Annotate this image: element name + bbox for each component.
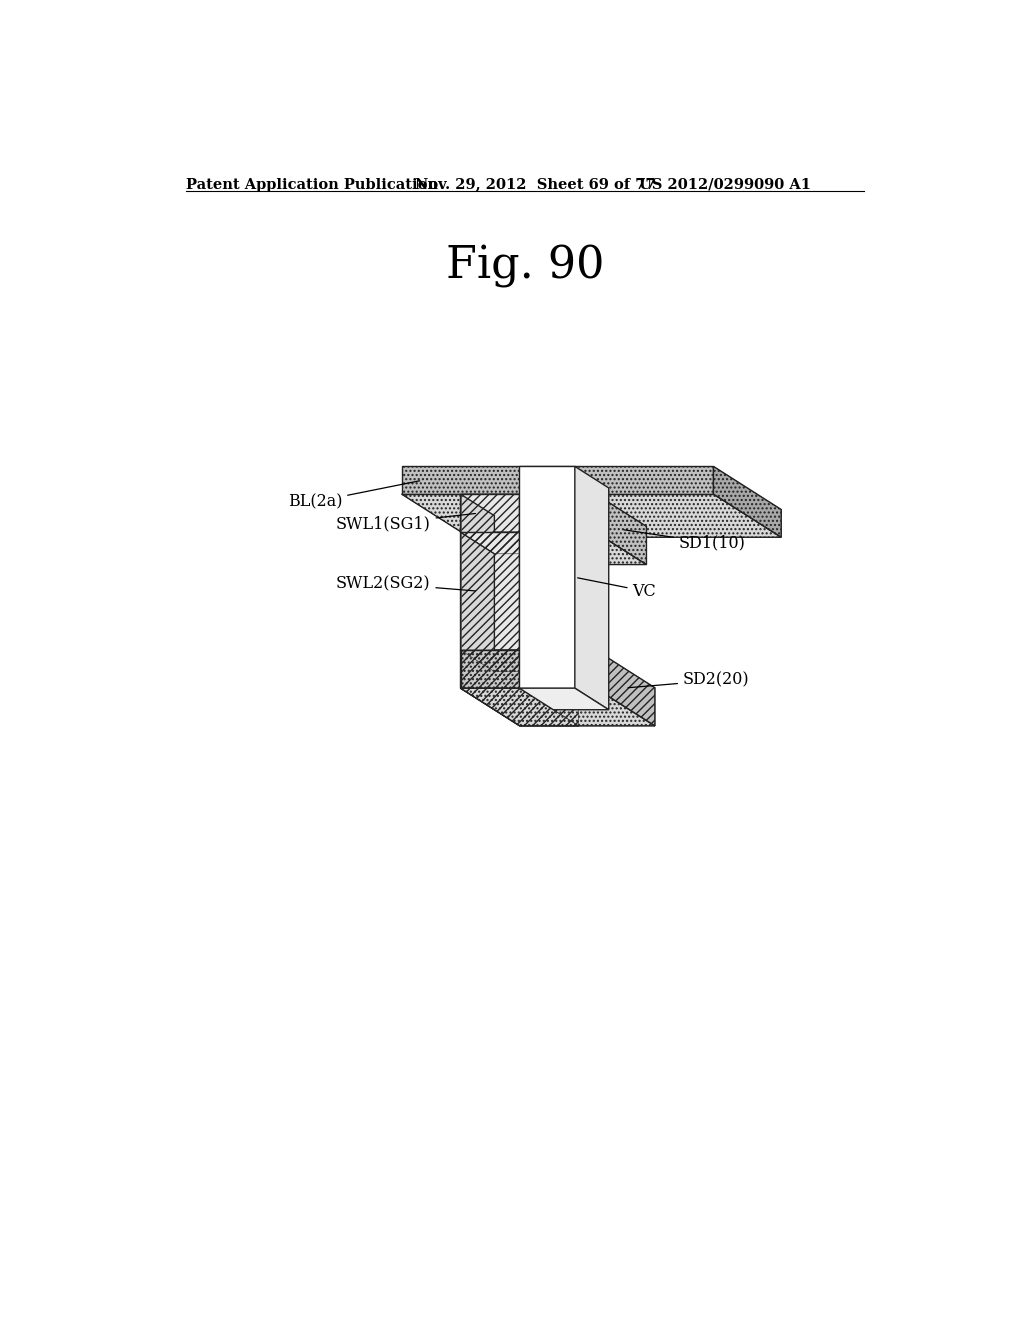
Text: VC: VC xyxy=(578,578,656,599)
Text: Nov. 29, 2012  Sheet 69 of 77: Nov. 29, 2012 Sheet 69 of 77 xyxy=(416,178,656,191)
Text: BL(2a): BL(2a) xyxy=(288,480,420,511)
Polygon shape xyxy=(461,494,596,532)
Polygon shape xyxy=(519,688,608,710)
Polygon shape xyxy=(461,688,655,726)
Polygon shape xyxy=(461,688,579,726)
Text: Fig. 90: Fig. 90 xyxy=(445,244,604,288)
Text: Patent Application Publication: Patent Application Publication xyxy=(186,178,438,191)
Polygon shape xyxy=(596,649,655,726)
Polygon shape xyxy=(461,532,553,554)
Polygon shape xyxy=(461,494,519,532)
Polygon shape xyxy=(461,649,520,726)
Text: SD2(20): SD2(20) xyxy=(628,672,750,689)
Polygon shape xyxy=(574,649,596,688)
Text: SD1(10): SD1(10) xyxy=(624,529,745,552)
Polygon shape xyxy=(401,466,714,494)
Polygon shape xyxy=(461,494,519,532)
Polygon shape xyxy=(461,532,646,565)
Text: SWL2(SG2): SWL2(SG2) xyxy=(336,576,475,591)
Polygon shape xyxy=(461,532,519,649)
Polygon shape xyxy=(596,494,646,565)
Polygon shape xyxy=(461,494,495,554)
Text: SWL1(SG1): SWL1(SG1) xyxy=(336,513,475,532)
Polygon shape xyxy=(461,649,553,672)
Polygon shape xyxy=(519,649,579,726)
Polygon shape xyxy=(574,466,608,710)
Polygon shape xyxy=(574,494,596,532)
Polygon shape xyxy=(461,532,495,672)
Text: US 2012/0299090 A1: US 2012/0299090 A1 xyxy=(639,178,811,191)
Polygon shape xyxy=(401,494,781,537)
Polygon shape xyxy=(461,649,519,688)
Polygon shape xyxy=(519,466,574,688)
Polygon shape xyxy=(461,649,519,688)
Polygon shape xyxy=(714,466,781,537)
